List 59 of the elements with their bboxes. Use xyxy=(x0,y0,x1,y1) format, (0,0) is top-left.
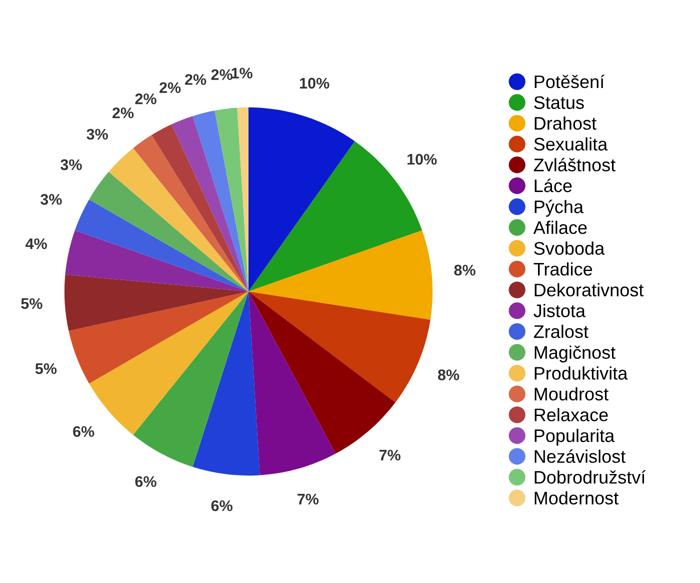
legend-label: Status xyxy=(534,96,584,109)
pie-slice xyxy=(74,199,248,292)
pie-slice xyxy=(64,274,248,331)
data-label: 2% xyxy=(185,74,206,85)
pie-slice xyxy=(248,230,433,320)
pie-slice xyxy=(65,230,248,292)
legend-label: Jistota xyxy=(534,304,586,318)
data-label: 7% xyxy=(379,450,400,461)
data-label: 2% xyxy=(135,93,156,104)
data-label: 4% xyxy=(26,238,47,250)
legend-label: Zvláštnost xyxy=(534,158,616,172)
legend-label: Zralost xyxy=(534,324,588,338)
pie-slice xyxy=(192,292,260,476)
pie-slice xyxy=(89,172,248,292)
legend-label: Magičnost xyxy=(534,346,616,362)
data-label: 3% xyxy=(40,194,62,205)
data-label: 3% xyxy=(60,159,82,170)
data-label: 6% xyxy=(73,426,94,437)
pie-slice xyxy=(192,110,248,292)
data-label: 2% xyxy=(112,108,134,118)
pie-slice xyxy=(214,108,248,292)
pie-slice xyxy=(133,292,248,467)
legend-label: Láce xyxy=(534,178,572,192)
data-label: 10% xyxy=(300,78,330,89)
legend-label: Popularita xyxy=(534,428,615,446)
data-label: 5% xyxy=(21,298,42,309)
pie-slice xyxy=(248,292,336,476)
pie-slice xyxy=(108,148,248,292)
legend-label: Potěšení xyxy=(534,74,605,88)
data-label: 10% xyxy=(408,154,437,165)
legend-label: Nezávislost xyxy=(534,449,626,463)
legend-label: Dekorativnost xyxy=(534,283,644,296)
data-label: 8% xyxy=(438,369,460,380)
legend-label: Tradice xyxy=(534,262,592,276)
pie-slice xyxy=(248,292,430,402)
data-label: 7% xyxy=(298,494,319,504)
pie-slice xyxy=(172,116,248,292)
legend-label: Afilace xyxy=(533,220,587,234)
data-label: 8% xyxy=(454,264,476,276)
pie-slice xyxy=(248,107,355,292)
data-label: 6% xyxy=(135,476,156,487)
data-label: 5% xyxy=(35,363,57,374)
legend-label: Svoboda xyxy=(534,242,605,255)
legend-label: Dobrodružství xyxy=(534,470,646,484)
legend-label: Sexualita xyxy=(534,137,608,151)
pie-slice xyxy=(68,292,248,384)
legend-label: Drahost xyxy=(534,116,596,130)
data-label: 3% xyxy=(86,128,108,140)
data-label: 6% xyxy=(211,500,232,512)
pie-slice xyxy=(152,124,248,292)
legend-label: Produktivita xyxy=(534,366,628,380)
legend-label: Relaxace xyxy=(534,408,608,422)
legend-label: Modernost xyxy=(534,491,619,505)
pie-slice xyxy=(133,134,248,292)
data-label: 1% xyxy=(232,68,252,78)
legend-label: Moudrost xyxy=(534,387,608,400)
data-label: 2% xyxy=(211,69,232,80)
legend-label: Pýcha xyxy=(534,200,584,217)
data-label: 2% xyxy=(160,82,181,94)
